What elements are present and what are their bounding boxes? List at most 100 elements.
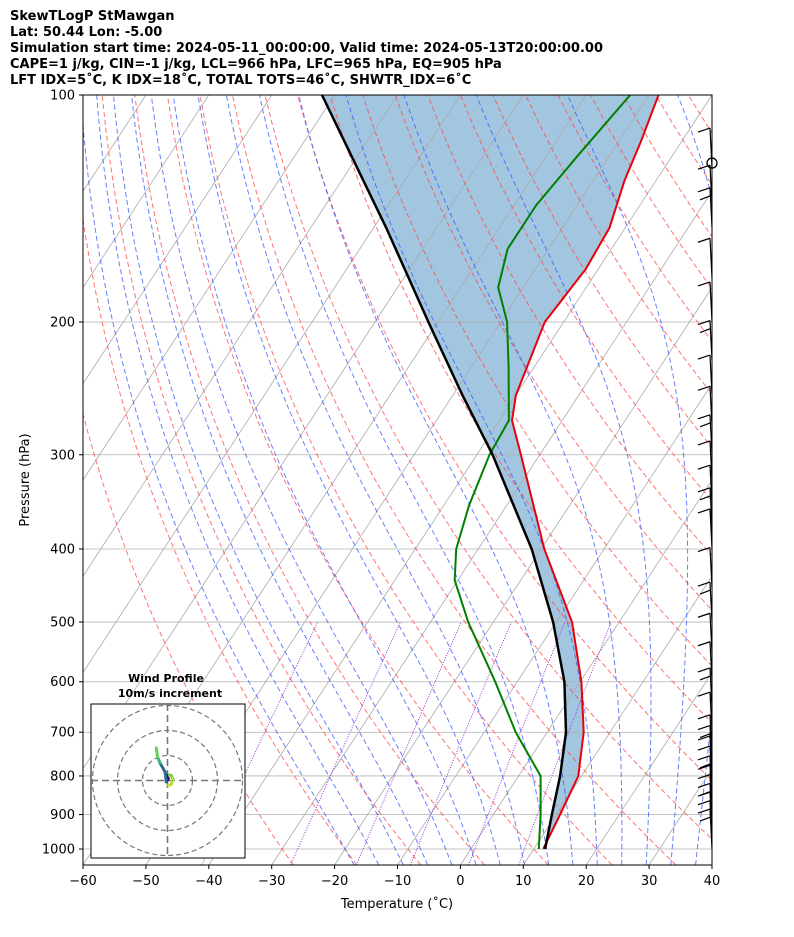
wind-barb-flag: [697, 691, 711, 697]
dry-adiabat: [753, 95, 794, 865]
x-tick-label: 10: [515, 874, 532, 889]
moist-adiabat: [83, 118, 355, 865]
wind-barb-flag: [697, 127, 711, 133]
wind-barb-flag: [699, 675, 711, 681]
wind-barb-flag: [697, 714, 711, 720]
wind-barb: [697, 281, 713, 323]
wind-barb: [697, 808, 713, 850]
moist-adiabat: [225, 95, 525, 865]
x-tick-label: −20: [321, 874, 348, 889]
y-tick-label: 300: [50, 448, 75, 463]
wind-barb-flag: [697, 354, 711, 360]
x-tick-label: 20: [578, 874, 595, 889]
wind-barb-flag: [697, 546, 711, 553]
dry-adiabat: [394, 95, 712, 612]
isotherm-line: [648, 768, 712, 865]
wind-barb-flag: [699, 327, 711, 334]
wind-barb-flag: [697, 800, 711, 806]
isotherm-line: [83, 95, 335, 481]
dry-adiabat: [83, 412, 294, 865]
dry-adiabat: [655, 95, 712, 186]
hodograph-segment: [154, 746, 159, 759]
wind-barb-flag: [697, 237, 711, 243]
y-tick-label: 1000: [42, 843, 75, 858]
y-axis-label: Pressure (hPa): [18, 433, 33, 526]
wind-barb-flag: [697, 782, 711, 789]
isotherm-line: [711, 864, 712, 865]
hodograph-segment: [158, 761, 167, 774]
moist-adiabat: [677, 95, 712, 865]
wind-barb: [697, 508, 713, 549]
indices-line-2: LFT IDX=5˚C, K IDX=18˚C, TOTAL TOTS=46˚C…: [10, 73, 472, 88]
wind-barb: [697, 487, 713, 528]
isotherm-line: [83, 95, 273, 385]
x-tick-label: 40: [704, 874, 721, 889]
moist-adiabat: [259, 95, 550, 865]
wind-barb: [697, 187, 713, 228]
wind-barb-flag: [699, 589, 711, 595]
y-tick-label: 600: [50, 675, 75, 690]
dewpoint-line: [453, 95, 631, 850]
wind-barb-flag: [697, 735, 711, 741]
x-tick-label: −60: [69, 874, 96, 889]
wind-barb-flag: [697, 808, 711, 814]
isotherm-line: [585, 671, 712, 865]
x-tick-label: 30: [641, 874, 658, 889]
dry-adiabat: [687, 95, 712, 134]
wind-barb-flag: [697, 508, 711, 514]
wind-barb-flag: [699, 422, 711, 428]
isotherm-line: [83, 95, 461, 674]
isotherm-line: [208, 95, 712, 865]
mixing-ratio-line: [290, 621, 401, 865]
wind-barb-flag: [699, 763, 711, 769]
y-tick-label: 100: [50, 89, 75, 104]
dry-adiabat: [427, 95, 712, 557]
moist-adiabat: [345, 95, 598, 865]
moist-adiabat: [113, 95, 404, 865]
wind-barb-flag: [699, 816, 711, 822]
wind-barb-flag: [699, 195, 711, 201]
moist-adiabat: [566, 95, 689, 865]
isotherm-line: [83, 95, 210, 289]
moist-adiabat: [150, 95, 453, 865]
dry-adiabat: [264, 95, 712, 840]
wind-barb-flag: [697, 745, 711, 751]
moist-adiabat: [172, 95, 477, 865]
x-tick-label: −40: [195, 874, 222, 889]
dry-adiabat: [590, 95, 712, 290]
parcel-path-line: [320, 95, 568, 850]
wind-barb: [697, 127, 713, 169]
wind-barb-flag: [697, 764, 711, 770]
hodograph-segment: [163, 770, 168, 784]
wind-barb-flag: [697, 187, 711, 193]
y-tick-label: 200: [50, 315, 75, 330]
mixing-ratio-line: [518, 621, 612, 865]
indices-line-1: CAPE=1 j/kg, CIN=-1 j/kg, LCL=966 hPa, L…: [10, 57, 502, 72]
wind-barb-flag: [697, 581, 711, 587]
y-tick-label: 700: [50, 726, 75, 741]
wind-profile-subtitle: 10m/s increment: [118, 687, 222, 700]
x-tick-label: −30: [258, 874, 285, 889]
x-axis-label: Temperature (˚C): [340, 896, 453, 912]
wind-barb-flag: [699, 790, 711, 797]
wind-barb-flag: [697, 487, 711, 493]
moist-adiabat: [96, 95, 380, 865]
wind-barb-flag: [697, 385, 711, 391]
isotherm-line: [522, 575, 712, 865]
dry-adiabat: [786, 95, 794, 865]
dry-adiabat: [166, 95, 549, 865]
isotherm-line: [775, 95, 794, 865]
wind-barb-flag: [697, 440, 711, 446]
wind-barb-flag: [697, 773, 711, 780]
wind-profile-title: Wind Profile: [128, 672, 204, 685]
mixing-ratio-line: [355, 621, 462, 865]
moist-adiabat: [197, 95, 501, 865]
wind-barb: [697, 546, 713, 588]
wind-barb-flag: [697, 612, 711, 618]
chart-title: SkewTLogP StMawgan: [10, 9, 175, 24]
location-line: Lat: 50.44 Lon: -5.00: [10, 25, 163, 40]
y-tick-label: 800: [50, 769, 75, 784]
dry-adiabat: [721, 95, 794, 865]
isotherm-line: [271, 190, 712, 865]
